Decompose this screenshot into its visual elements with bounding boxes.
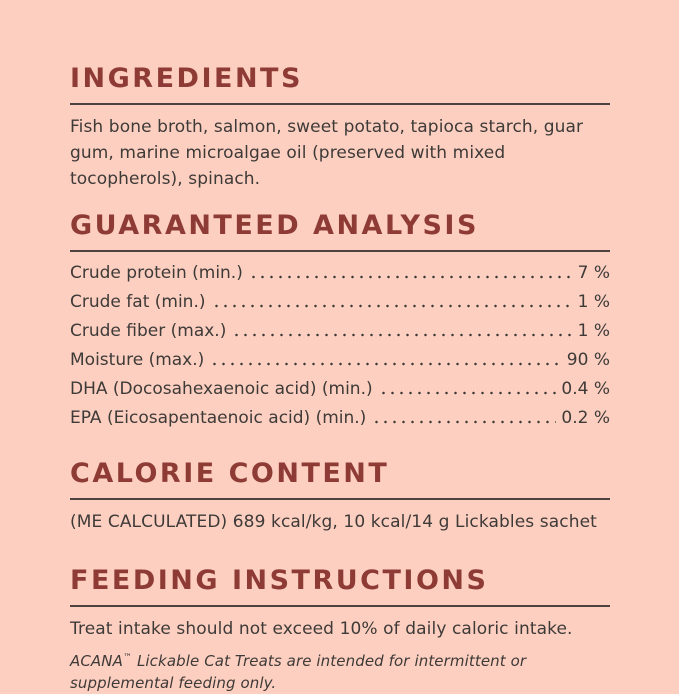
section-guaranteed-analysis: GUARANTEED ANALYSIS Crude protein (min.)… bbox=[70, 209, 610, 430]
analysis-value: 1 % bbox=[577, 321, 610, 341]
feeding-footnote: ACANA™ Lickable Cat Treats are intended … bbox=[70, 647, 610, 694]
feeding-instructions-rule bbox=[70, 605, 610, 607]
analysis-label: Crude fiber (max.) bbox=[70, 321, 227, 341]
analysis-label: EPA (Eicosapentaenoic acid) (min.) bbox=[70, 408, 367, 428]
analysis-value: 0.4 % bbox=[561, 379, 610, 399]
calorie-content-text: (ME CALCULATED) 689 kcal/kg, 10 kcal/14 … bbox=[70, 512, 597, 532]
dot-leader bbox=[211, 285, 573, 314]
dot-leader bbox=[210, 343, 562, 372]
dot-leader bbox=[232, 314, 573, 343]
analysis-value: 90 % bbox=[566, 350, 610, 370]
analysis-row-epa: EPA (Eicosapentaenoic acid) (min.) 0.2 % bbox=[70, 401, 610, 430]
analysis-label: Crude protein (min.) bbox=[70, 263, 243, 283]
analysis-value: 7 % bbox=[577, 263, 610, 283]
calorie-content-title: CALORIE CONTENT bbox=[70, 458, 390, 489]
label-panel: INGREDIENTS Fish bone broth, salmon, swe… bbox=[70, 62, 610, 692]
section-ingredients: INGREDIENTS Fish bone broth, salmon, swe… bbox=[70, 62, 610, 192]
ingredients-title: INGREDIENTS bbox=[70, 63, 303, 94]
trademark-symbol: ™ bbox=[122, 653, 133, 663]
ingredients-rule bbox=[70, 103, 610, 105]
analysis-value: 0.2 % bbox=[561, 408, 610, 428]
calorie-content-rule bbox=[70, 498, 610, 500]
guaranteed-analysis-table: Crude protein (min.) 7 % Crude fat (min.… bbox=[70, 256, 610, 430]
analysis-row-crude-fiber: Crude fiber (max.) 1 % bbox=[70, 314, 610, 343]
dot-leader bbox=[248, 256, 573, 285]
dot-leader bbox=[372, 401, 557, 430]
analysis-label: DHA (Docosahexaenoic acid) (min.) bbox=[70, 379, 373, 399]
ingredients-text: Fish bone broth, salmon, sweet potato, t… bbox=[70, 117, 584, 189]
feeding-footnote-text: Lickable Cat Treats are intended for int… bbox=[70, 652, 527, 692]
brand-name: ACANA bbox=[70, 652, 123, 670]
analysis-row-crude-fat: Crude fat (min.) 1 % bbox=[70, 285, 610, 314]
analysis-label: Crude fat (min.) bbox=[70, 292, 206, 312]
feeding-instructions-text: Treat intake should not exceed 10% of da… bbox=[70, 619, 573, 639]
section-calorie-content: CALORIE CONTENT (ME CALCULATED) 689 kcal… bbox=[70, 457, 610, 535]
analysis-row-crude-protein: Crude protein (min.) 7 % bbox=[70, 256, 610, 285]
section-feeding-instructions: FEEDING INSTRUCTIONS Treat intake should… bbox=[70, 564, 610, 694]
analysis-row-dha: DHA (Docosahexaenoic acid) (min.) 0.4 % bbox=[70, 372, 610, 401]
guaranteed-analysis-rule bbox=[70, 250, 610, 252]
feeding-instructions-title: FEEDING INSTRUCTIONS bbox=[70, 565, 489, 596]
guaranteed-analysis-title: GUARANTEED ANALYSIS bbox=[70, 210, 479, 241]
dot-leader bbox=[378, 372, 557, 401]
analysis-value: 1 % bbox=[577, 292, 610, 312]
analysis-row-moisture: Moisture (max.) 90 % bbox=[70, 343, 610, 372]
analysis-label: Moisture (max.) bbox=[70, 350, 205, 370]
